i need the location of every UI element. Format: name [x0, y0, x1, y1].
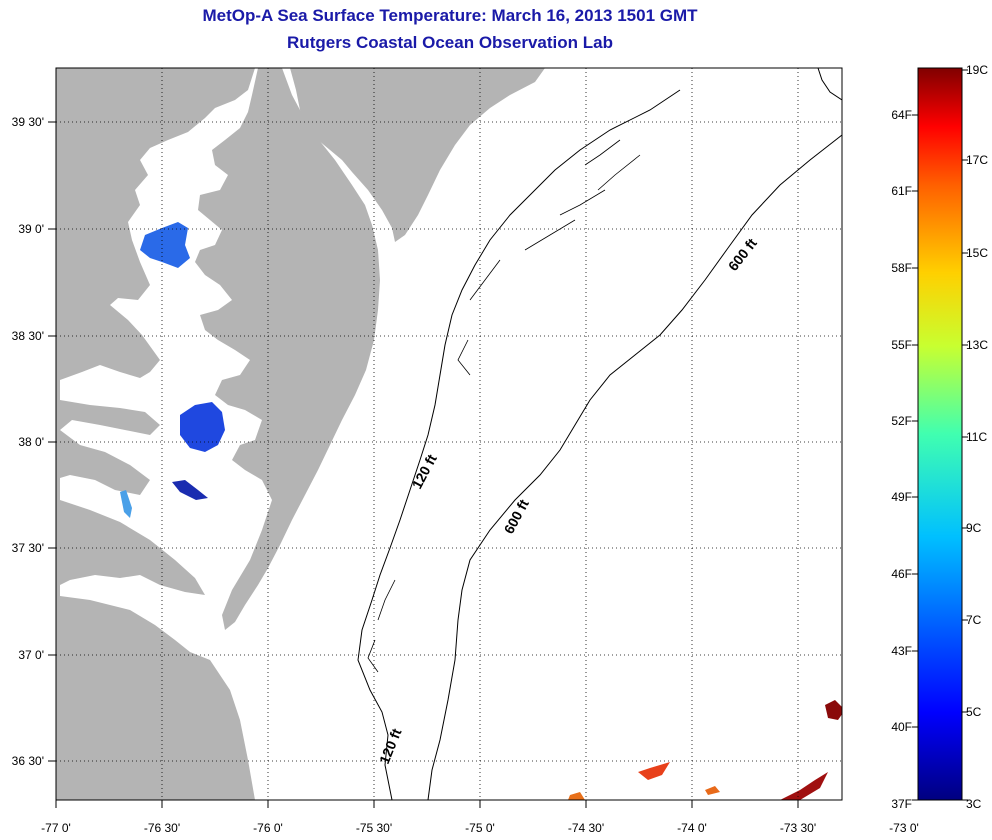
sst-patch-offshore-4: [780, 772, 828, 800]
colorbar-fahrenheit-label: 58F: [891, 261, 912, 275]
land-western-shore: [56, 68, 255, 800]
lon-tick-label: -74 0': [677, 821, 707, 835]
sst-patch-offshore-5: [825, 700, 842, 720]
sst-patch-offshore-3: [705, 786, 720, 795]
colorbar-fahrenheit-label: 64F: [891, 108, 912, 122]
colorbar-celsius-label: 15C: [966, 246, 988, 260]
colorbar-celsius-label: 7C: [966, 613, 982, 627]
lon-tick-label: -77 0': [41, 821, 71, 835]
lat-tick-label: 39 0': [18, 222, 44, 236]
colorbar: 64F 61F 58F 55F 52F 49F 46F 43F 40F 37F …: [891, 63, 988, 811]
sst-patch-river: [120, 490, 132, 518]
lat-tick-label: 38 0': [18, 435, 44, 449]
lon-tick-label: -73 0': [889, 821, 919, 835]
colorbar-celsius-label: 19C: [966, 63, 988, 77]
colorbar-celsius-label: 11C: [966, 430, 987, 444]
lat-tick-label: 39 30': [12, 115, 44, 129]
sst-patch-northern-bay: [140, 222, 190, 268]
lon-tick-label: -76 30': [144, 821, 180, 835]
lat-tick-label: 36 30': [12, 754, 44, 768]
contour-nantucket-edge: [817, 68, 842, 101]
lon-tick-label: -76 0': [253, 821, 283, 835]
lat-tick-label: 37 0': [18, 648, 44, 662]
colorbar-fahrenheit-label: 49F: [891, 490, 912, 504]
sst-patch-southern-bay: [172, 480, 208, 500]
colorbar-fahrenheit-label: 61F: [891, 184, 912, 198]
lat-tick-label: 38 30': [12, 329, 44, 343]
map-frame: [55, 67, 843, 801]
map-subtitle: Rutgers Coastal Ocean Observation Lab: [287, 33, 613, 52]
colorbar-celsius-label: 9C: [966, 521, 982, 535]
land-new-jersey: [290, 68, 545, 242]
colorbar-fahrenheit-label: 52F: [891, 414, 912, 428]
colorbar-fahrenheit-label: 43F: [891, 644, 912, 658]
sst-patch-offshore-2: [638, 762, 670, 780]
contour-shelf-edge-details: [367, 139, 641, 673]
sst-patch-offshore-1: [568, 792, 585, 800]
colorbar-celsius-label: 5C: [966, 705, 982, 719]
contour-120ft-line: [357, 89, 681, 800]
colorbar-fahrenheit-label: 55F: [891, 338, 912, 352]
sst-patch-mid-bay: [180, 402, 225, 452]
colorbar-fahrenheit-label: 46F: [891, 567, 912, 581]
lon-tick-label: -75 30': [356, 821, 392, 835]
lat-tick-label: 37 30': [12, 541, 44, 555]
colorbar-fahrenheit-label: 37F: [891, 797, 912, 811]
colorbar-celsius-label: 17C: [966, 153, 988, 167]
lon-tick-label: -73 30': [780, 821, 816, 835]
map-title: MetOp-A Sea Surface Temperature: March 1…: [202, 6, 698, 25]
colorbar-celsius-label: 13C: [966, 338, 988, 352]
map-ticks: [48, 121, 799, 808]
lon-tick-label: -74 30': [568, 821, 604, 835]
land-delmarva-peninsula: [195, 68, 380, 630]
colorbar-fahrenheit-label: 40F: [891, 720, 912, 734]
lon-tick-label: -75 0': [465, 821, 495, 835]
colorbar-celsius-label: 3C: [966, 797, 982, 811]
graticule: [56, 68, 842, 800]
colorbar-gradient: [917, 67, 963, 801]
contour-600ft-line: [427, 134, 842, 800]
